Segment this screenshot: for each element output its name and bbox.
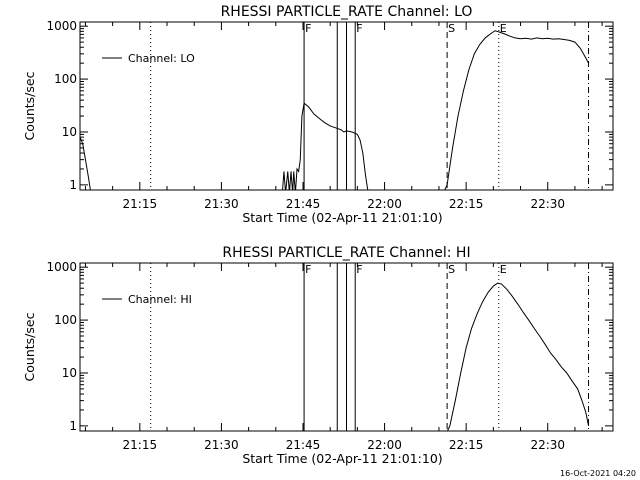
chart-panel-1: RHESSI PARTICLE_RATE Channel: LO 1 10 100 10… [22, 4, 614, 225]
event-marker-label: F [356, 263, 362, 276]
x-tick-label: 22:30 [530, 438, 565, 452]
x-tick-label: 21:45 [286, 197, 321, 211]
legend-label: Channel: LO [128, 52, 195, 65]
y-axis-label: Counts/sec [22, 312, 37, 381]
x-tick-label: 21:30 [204, 438, 239, 452]
x-tick-label: 22:00 [367, 197, 402, 211]
y-tick-label: 1000 [46, 19, 77, 33]
x-tick-label: 21:15 [123, 438, 158, 452]
x-tick-label: 22:00 [367, 438, 402, 452]
chart-title: RHESSI PARTICLE_RATE Channel: HI [222, 245, 470, 261]
x-tick-label: 21:30 [204, 197, 239, 211]
x-tick-label: 22:15 [449, 438, 484, 452]
y-tick-label: 10 [62, 125, 77, 139]
event-marker-label: F [356, 22, 362, 35]
y-axis-label: Counts/sec [22, 71, 37, 140]
y-tick-label: 1 [69, 419, 77, 433]
legend-label: Channel: HI [128, 293, 192, 306]
y-tick-label: 100 [54, 313, 77, 327]
y-tick-label: 1 [69, 178, 77, 192]
y-tick-label: 1000 [46, 260, 77, 274]
event-marker-label: E [500, 22, 507, 35]
y-tick-label: 10 [62, 366, 77, 380]
x-tick-label: 21:15 [123, 197, 158, 211]
chart-title: RHESSI PARTICLE_RATE Channel: LO [221, 4, 473, 20]
x-tick-label: 22:15 [449, 197, 484, 211]
series-line [282, 102, 369, 190]
footer-timestamp: 16-Oct-2021 04:20 [560, 469, 636, 478]
event-marker-label: S [448, 22, 455, 35]
series-line [446, 282, 590, 431]
x-tick-label: 22:30 [530, 197, 565, 211]
event-marker-label: E [500, 263, 507, 276]
event-marker-label: S [448, 263, 455, 276]
event-marker-label: F [305, 22, 311, 35]
series-line [444, 30, 589, 190]
series-line [80, 136, 91, 190]
x-tick-label: 21:45 [286, 438, 321, 452]
chart-panel-2: RHESSI PARTICLE_RATE Channel: HI 1 10 100 10… [22, 245, 614, 466]
x-axis-label: Start Time (02-Apr-11 21:01:10) [242, 451, 442, 466]
x-axis-label: Start Time (02-Apr-11 21:01:10) [242, 210, 442, 225]
event-marker-label: F [305, 263, 311, 276]
y-tick-label: 100 [54, 72, 77, 86]
